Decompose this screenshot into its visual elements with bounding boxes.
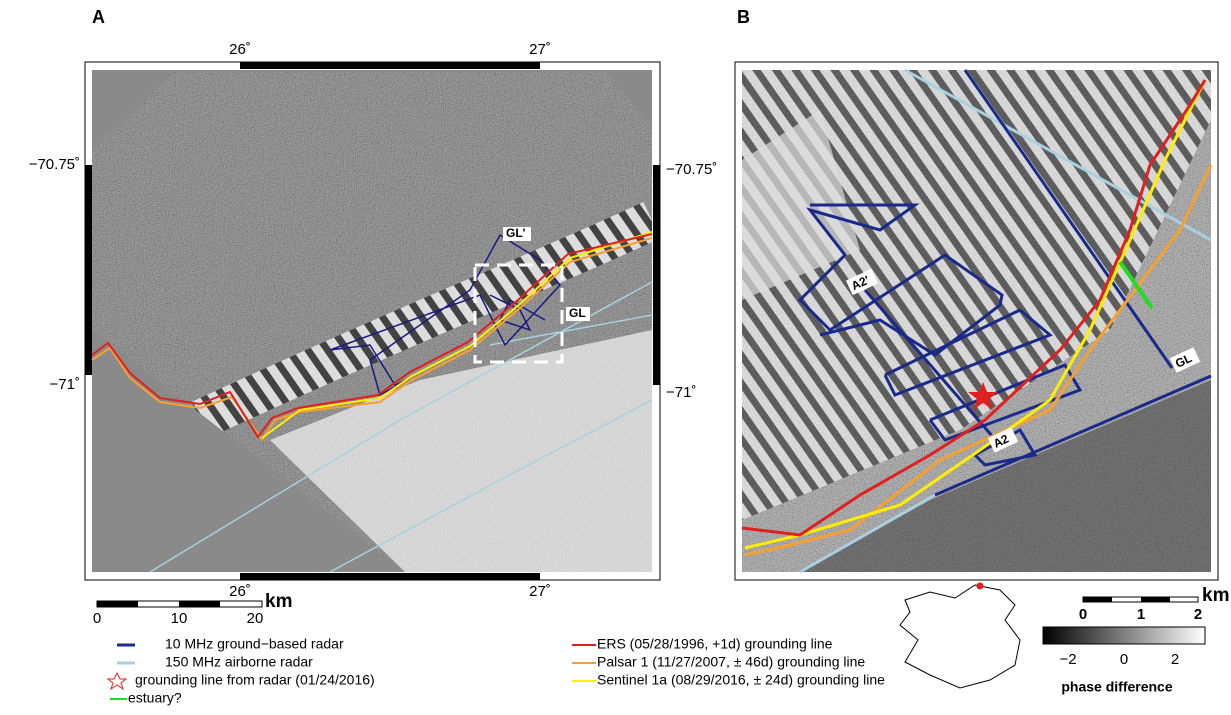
lon-tick: 26˚ [229,41,251,58]
colorbar-tick: 0 [1120,651,1128,668]
scale-bar [1083,597,1112,602]
map-label: GL [569,306,586,320]
scale-tick: 10 [171,610,188,627]
panel-label: B [737,7,750,27]
legend-label: 150 MHz airborne radar [165,654,313,670]
scale-tick: 0 [93,610,101,627]
legend-label: ERS (05/28/1996, +1d) grounding line [597,636,833,652]
scale-tick: 0 [1079,606,1087,623]
legend-label: 10 MHz ground−based radar [165,636,344,652]
lat-tick: −70.75˚ [666,161,717,178]
lat-tick: −71˚ [666,384,696,401]
frame-bar [653,165,660,385]
legend-swatch [108,673,126,689]
colorbar-tick: −2 [1059,651,1076,668]
scale-unit: km [1202,585,1229,606]
frame-bar [240,62,540,69]
frame-bar [85,165,92,375]
lon-tick: 27˚ [529,583,551,600]
lon-tick: 26˚ [229,583,251,600]
scale-tick: 20 [247,610,264,627]
legend-label: estuary? [128,690,182,706]
scale-tick: 1 [1137,606,1145,623]
colorbar [1043,627,1205,644]
scale-bar [179,601,220,607]
scale-tick: 2 [1194,606,1202,623]
colorbar-tick: 2 [1171,651,1179,668]
figure: A GL' GL 26˚ 27˚ 26˚ 27˚ −70.75˚ −71˚ −7… [0,0,1231,715]
map-label: GL' [506,226,526,240]
location-marker [977,583,984,590]
scale-bar [1141,597,1170,602]
legend-label: grounding line from radar (01/24/2016) [135,672,375,688]
panel-label: A [92,7,105,27]
antarctica-outline [900,585,1020,688]
lat-tick: −70.75˚ [29,156,80,173]
scale-unit: km [265,591,292,612]
frame-bar [240,573,540,580]
legend-label: Sentinel 1a (08/29/2016, ± 24d) groundin… [597,672,885,688]
scale-bar [97,601,138,607]
colorbar-label: phase difference [1061,679,1172,695]
lon-tick: 27˚ [529,41,551,58]
legend: 10 MHz ground−based radar 150 MHz airbor… [108,636,885,706]
lat-tick: −71˚ [50,376,80,393]
legend-label: Palsar 1 (11/27/2007, ± 46d) grounding l… [597,654,865,670]
